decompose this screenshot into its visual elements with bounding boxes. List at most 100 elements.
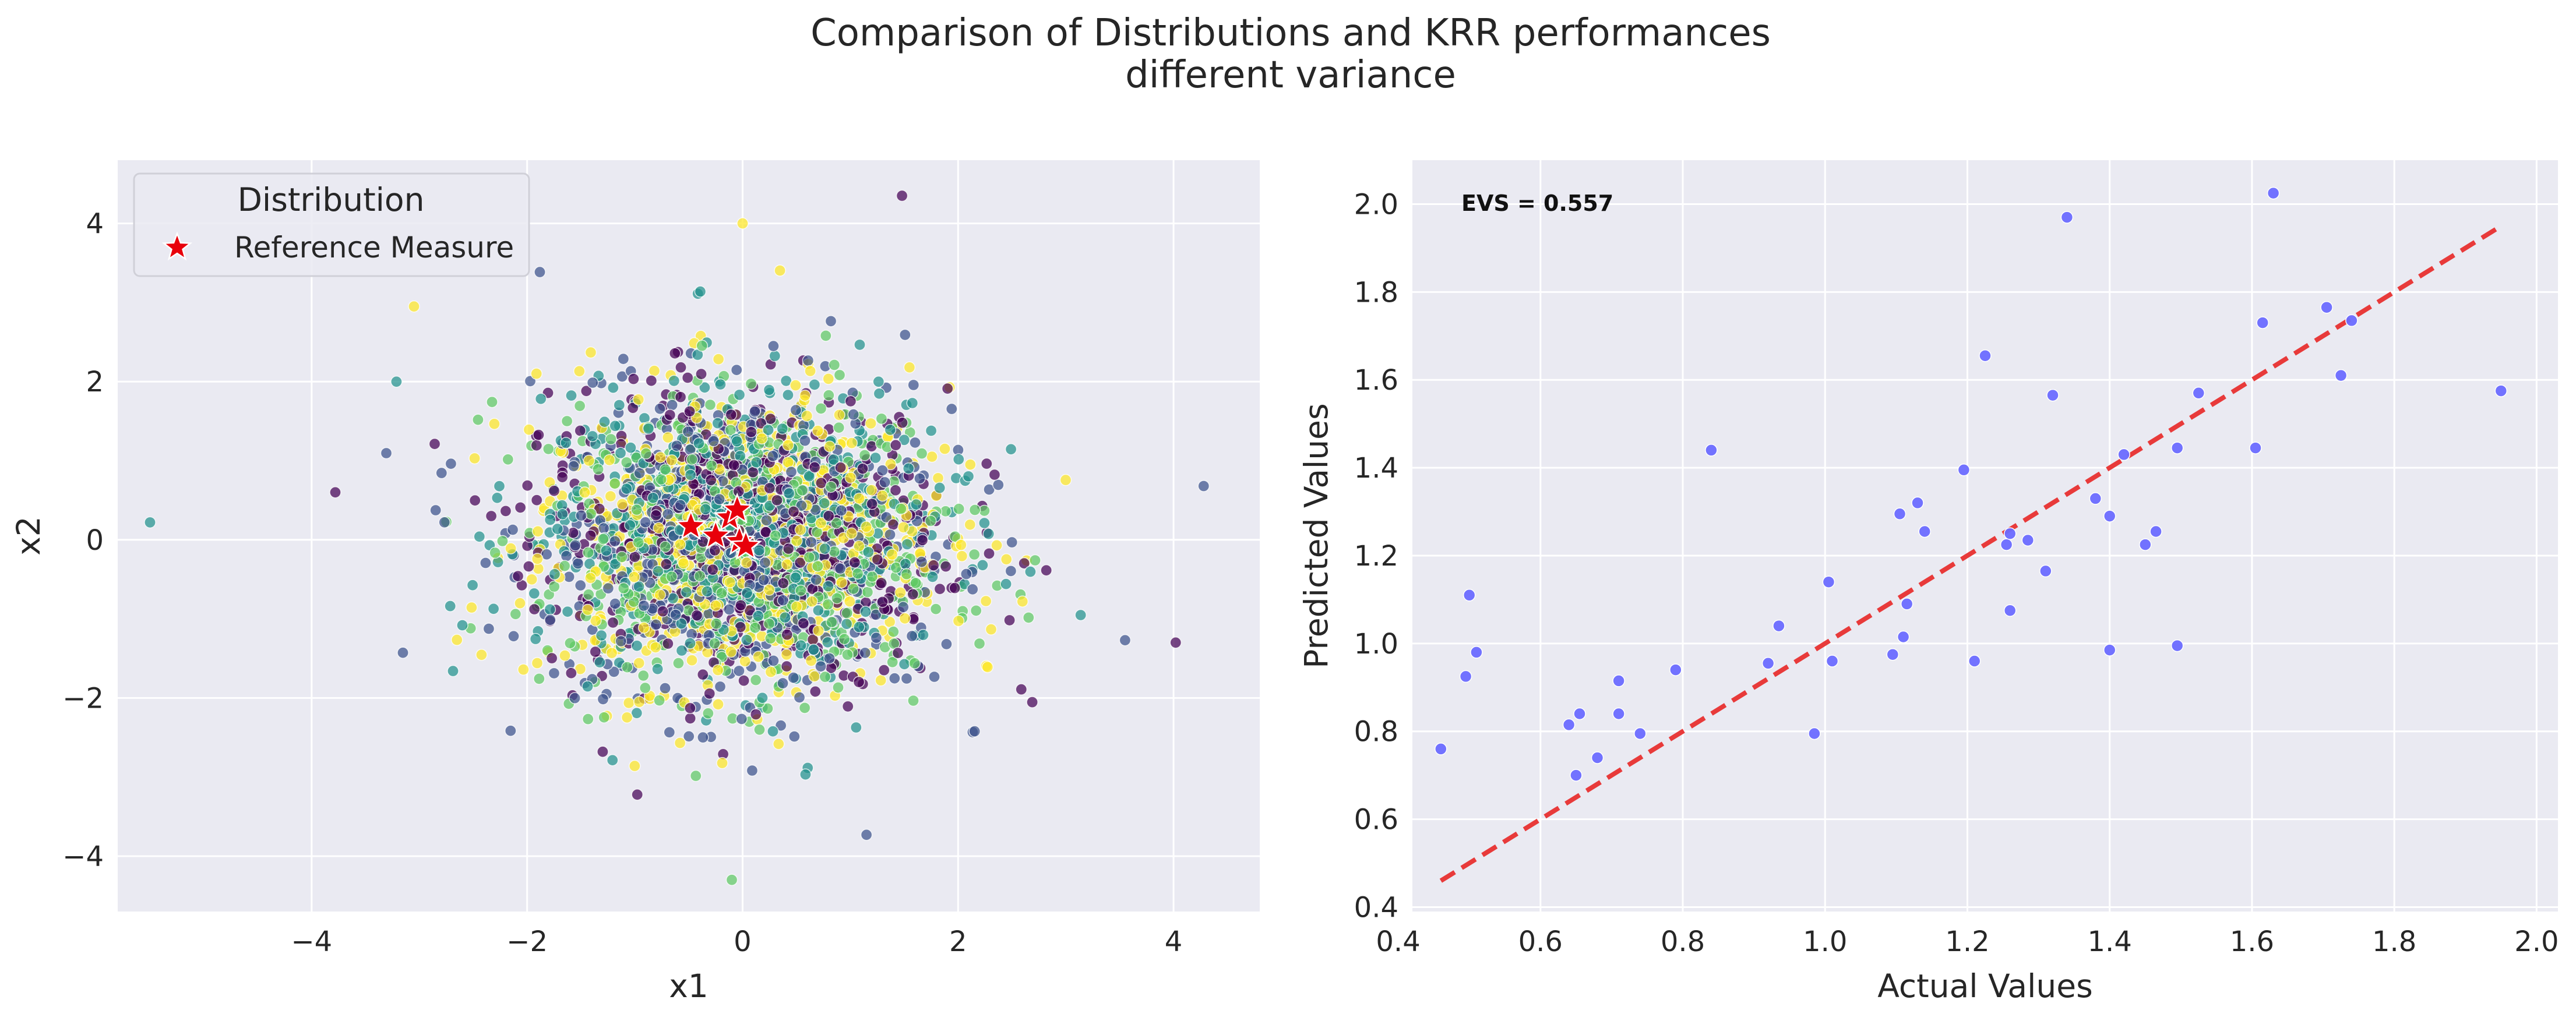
sample-point: [752, 651, 764, 663]
sample-point: [548, 485, 561, 497]
sample-point: [991, 539, 1003, 552]
sample-point: [1119, 634, 1132, 646]
sample-point: [697, 668, 709, 681]
sample-point: [794, 524, 807, 536]
sample-point: [568, 460, 580, 472]
sample-point: [663, 726, 676, 739]
sample-point: [767, 450, 779, 462]
sample-point: [632, 536, 644, 549]
sample-point: [705, 460, 718, 472]
sample-point: [526, 573, 538, 585]
sample-point: [544, 603, 556, 616]
sample-point: [589, 645, 601, 658]
distribution-scatter-panel: −4 −2 0 2 4 −4 −2 0 2 4 x1 x2 Distribution Refer…: [10, 160, 1260, 1005]
sample-point: [763, 384, 776, 396]
sample-point: [647, 492, 660, 504]
sample-point: [812, 425, 824, 437]
sample-point: [818, 497, 830, 510]
sample-point: [925, 425, 938, 437]
sample-point: [651, 663, 664, 675]
sample-point: [901, 538, 914, 550]
sample-point: [790, 404, 802, 416]
sample-point: [697, 731, 709, 744]
sample-point: [438, 516, 450, 528]
sample-point: [955, 539, 967, 551]
sample-point: [584, 346, 597, 359]
sample-point: [592, 463, 604, 475]
sample-point: [773, 738, 785, 750]
sample-point: [907, 379, 920, 391]
sample-point: [822, 580, 834, 592]
sample-point: [783, 542, 795, 555]
reference-star-point: [729, 529, 763, 560]
sample-point: [665, 454, 678, 467]
sample-point: [900, 672, 913, 685]
sample-point: [713, 493, 725, 506]
sample-point: [605, 433, 617, 446]
sample-point: [796, 484, 809, 497]
sample-point: [703, 687, 716, 700]
sample-point: [514, 597, 526, 609]
prediction-point: [2103, 510, 2116, 522]
prediction-point: [2345, 314, 2358, 327]
sample-point: [798, 702, 811, 714]
sample-point: [932, 472, 945, 485]
sample-point: [528, 603, 541, 616]
sample-point: [940, 638, 953, 651]
prediction-point: [1459, 670, 1472, 683]
sample-point: [858, 449, 871, 461]
sample-point: [979, 595, 992, 607]
sample-point: [625, 441, 637, 454]
sample-point: [841, 648, 854, 661]
sample-point: [725, 408, 738, 421]
sample-point: [689, 769, 702, 782]
sample-point: [812, 624, 824, 637]
sample-point: [805, 536, 817, 549]
sample-point: [693, 437, 705, 450]
sample-point: [615, 635, 628, 648]
sample-point: [896, 189, 908, 202]
sample-point: [675, 361, 687, 373]
sample-point: [853, 492, 865, 505]
sample-point: [621, 456, 633, 469]
sample-point: [962, 470, 975, 483]
sample-point: [487, 603, 500, 615]
sample-point: [617, 353, 630, 365]
sample-point: [1029, 554, 1041, 567]
sample-point: [767, 655, 780, 667]
sample-point: [933, 583, 946, 595]
sample-point: [819, 670, 831, 683]
sample-point: [823, 652, 836, 665]
sample-point: [709, 544, 721, 557]
sample-point: [559, 649, 571, 662]
prediction-point: [1968, 655, 1981, 667]
sample-point: [834, 461, 847, 474]
sample-point: [873, 387, 886, 400]
sample-point: [907, 588, 919, 600]
sample-point: [803, 551, 816, 564]
right-x-tick-labels: 0.4 0.6 0.8 1.0 1.2 1.4 1.6 1.8 2.0: [1376, 925, 2559, 958]
sample-point: [716, 587, 728, 599]
prediction-point: [2003, 604, 2017, 617]
left-y-tick-labels: −4 −2 0 2 4: [62, 208, 104, 873]
prediction-point: [2000, 538, 2013, 551]
sample-point: [548, 580, 561, 593]
sample-point: [968, 504, 981, 516]
sample-point: [823, 510, 835, 522]
sample-point: [910, 577, 922, 589]
sample-point: [630, 503, 643, 516]
sample-point: [451, 634, 463, 646]
sample-point: [637, 669, 650, 682]
sample-point: [633, 695, 646, 708]
sample-point: [886, 549, 898, 561]
sample-point: [514, 501, 527, 514]
sample-point: [853, 621, 865, 633]
sample-point: [584, 507, 597, 520]
left-y-tick-label: 2: [86, 366, 104, 398]
sample-point: [695, 368, 707, 380]
prediction-point: [1826, 655, 1839, 667]
sample-point: [812, 560, 824, 573]
sample-point: [735, 713, 748, 725]
sample-point: [916, 534, 929, 546]
prediction-point: [2249, 441, 2262, 454]
